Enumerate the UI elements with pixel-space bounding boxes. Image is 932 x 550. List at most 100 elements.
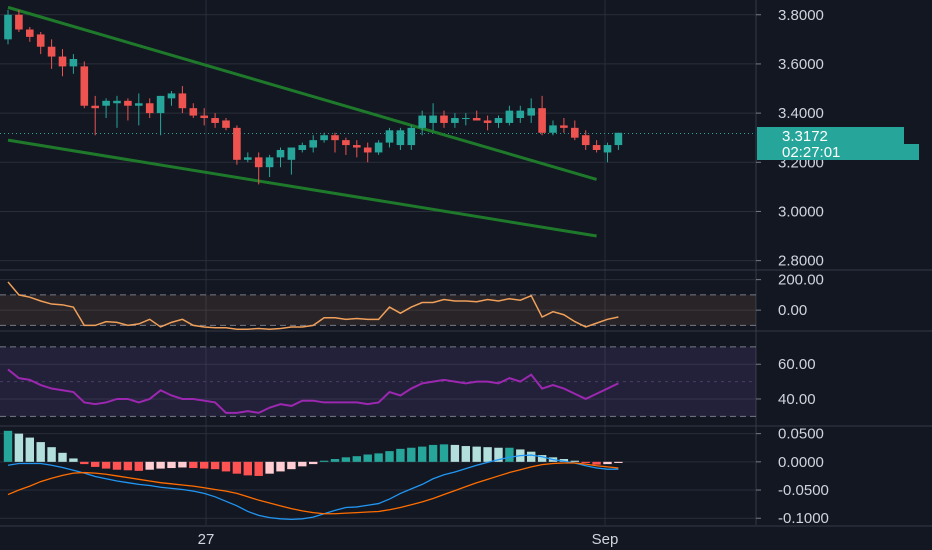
macd-histogram-bar	[592, 461, 601, 465]
candle[interactable]	[614, 132, 623, 150]
candle[interactable]	[581, 130, 590, 150]
cci-band	[0, 294, 756, 326]
countdown-badge: 02:27:01	[757, 144, 919, 161]
time-label-sep: Sep	[592, 531, 619, 548]
candle[interactable]	[113, 95, 121, 128]
macd-pane[interactable]	[3, 430, 623, 521]
candle[interactable]	[603, 142, 612, 163]
macd-histogram-bar	[559, 459, 569, 462]
macd-histogram-bar	[243, 461, 252, 476]
candle[interactable]	[418, 110, 426, 136]
candle[interactable]	[451, 113, 459, 128]
last-price-badge-bg	[757, 127, 904, 144]
candle[interactable]	[36, 31, 45, 55]
macd-histogram-bar	[101, 461, 111, 469]
price-tick-label: 3.6000	[778, 56, 824, 73]
candle[interactable]	[320, 132, 328, 143]
candle[interactable]	[516, 105, 525, 123]
candle[interactable]	[374, 140, 383, 155]
candle[interactable]	[91, 95, 99, 136]
candle[interactable]	[298, 142, 307, 153]
macd-histogram-bar	[3, 430, 13, 462]
candle[interactable]	[178, 86, 187, 114]
macd-histogram-bar	[461, 446, 470, 462]
candle[interactable]	[102, 98, 110, 119]
time-label-27: 27	[198, 531, 215, 548]
candle[interactable]	[385, 127, 394, 148]
candle[interactable]	[309, 135, 317, 153]
candle[interactable]	[549, 120, 557, 136]
candle[interactable]	[47, 39, 56, 69]
macd-tick-label: 0.0000	[778, 454, 824, 471]
candle[interactable]	[407, 125, 416, 150]
candle[interactable]	[472, 110, 481, 121]
macd-histogram-bar	[527, 451, 536, 462]
macd-histogram-bar	[450, 444, 460, 462]
trendline[interactable]	[7, 138, 597, 238]
countdown-value: 02:27:01	[782, 144, 840, 161]
rsi-line[interactable]	[7, 368, 619, 414]
candle[interactable]	[287, 147, 296, 175]
candle[interactable]	[200, 108, 208, 126]
macd-histogram-bar	[298, 461, 307, 467]
price-axis[interactable]: 3.80003.60003.40003.20003.00002.8000200.…	[756, 7, 829, 527]
candle[interactable]	[124, 98, 132, 121]
time-axis[interactable]: 27 Sep	[198, 531, 619, 548]
candle[interactable]	[429, 103, 437, 131]
candle[interactable]	[156, 95, 165, 136]
candle[interactable]	[58, 49, 67, 77]
rsi-pane[interactable]	[0, 346, 756, 417]
candle[interactable]	[363, 142, 372, 163]
macd-histogram-bar	[145, 461, 154, 470]
candle[interactable]	[69, 54, 78, 74]
candle[interactable]	[145, 98, 154, 119]
price-tick-label: 3.4000	[778, 105, 824, 122]
candle[interactable]	[353, 140, 361, 158]
candle[interactable]	[592, 140, 601, 153]
candle[interactable]	[233, 125, 241, 165]
candle[interactable]	[211, 113, 219, 128]
cci-pane[interactable]	[0, 281, 756, 330]
candle[interactable]	[342, 137, 350, 155]
candle[interactable]	[505, 105, 514, 126]
candlestick-series[interactable]	[4, 9, 623, 185]
macd-line[interactable]	[7, 454, 619, 521]
macd-histogram-bar	[374, 453, 383, 462]
candle[interactable]	[483, 115, 492, 131]
candle[interactable]	[189, 103, 198, 119]
candle[interactable]	[331, 132, 339, 153]
macd-histogram-bar	[330, 459, 340, 462]
candle[interactable]	[254, 152, 263, 185]
macd-histogram-bar	[167, 461, 176, 469]
macd-histogram-bar	[134, 461, 143, 471]
macd-histogram-bar	[428, 444, 438, 462]
candle[interactable]	[4, 9, 12, 45]
candle[interactable]	[538, 95, 546, 136]
candle[interactable]	[571, 120, 579, 141]
candle[interactable]	[135, 93, 143, 126]
candle[interactable]	[440, 110, 448, 128]
candle[interactable]	[527, 98, 535, 123]
candle[interactable]	[462, 113, 470, 126]
signal-line[interactable]	[7, 462, 619, 515]
candle[interactable]	[396, 127, 405, 150]
candle[interactable]	[167, 90, 176, 106]
macd-histogram-bar	[80, 461, 89, 465]
macd-histogram-bar	[189, 461, 198, 469]
macd-histogram-bar	[363, 454, 372, 462]
trendline[interactable]	[7, 5, 598, 181]
candle[interactable]	[494, 115, 503, 128]
candle[interactable]	[276, 147, 285, 168]
candle[interactable]	[265, 154, 274, 178]
candle[interactable]	[15, 9, 23, 32]
macd-histogram-bar	[581, 461, 590, 463]
candle[interactable]	[244, 152, 252, 163]
candle[interactable]	[222, 118, 230, 131]
candle[interactable]	[560, 118, 568, 133]
candle[interactable]	[80, 61, 89, 109]
cci-line[interactable]	[7, 281, 619, 330]
macd-histogram-bar	[58, 452, 67, 462]
candle[interactable]	[26, 27, 34, 42]
macd-histogram-bar	[385, 451, 394, 462]
